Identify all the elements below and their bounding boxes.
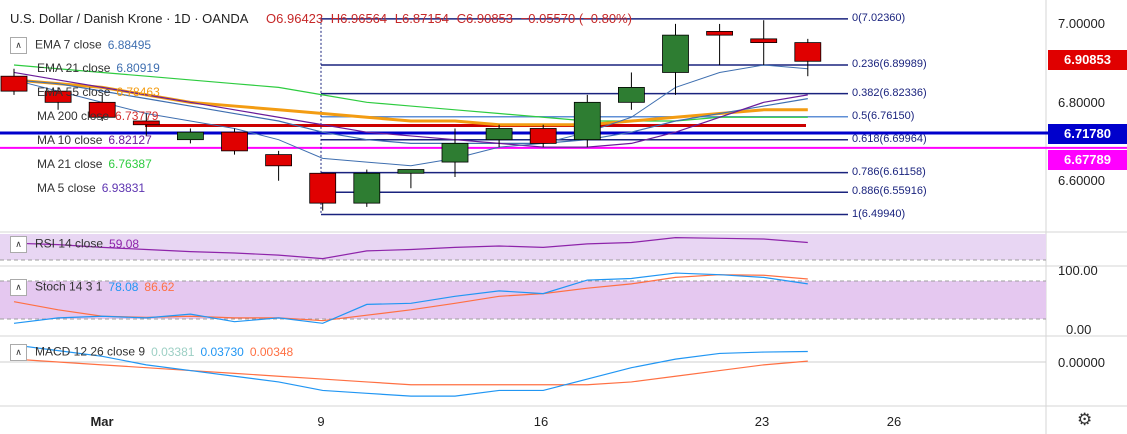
price-tick: 6.80000 bbox=[1058, 95, 1105, 110]
indicator-legend-item[interactable]: EMA 21 close 6.80919 bbox=[10, 61, 160, 75]
ma10-line bbox=[13, 71, 808, 148]
macd-legend: ∧ MACD 12 26 close 9 0.03381 0.03730 0.00348 bbox=[10, 344, 293, 361]
indicator-legend-item[interactable]: EMA 55 close 6.78463 bbox=[10, 85, 160, 99]
candle-body bbox=[662, 34, 689, 73]
stoch-k-value: 78.08 bbox=[108, 279, 139, 294]
macd-signal-line bbox=[13, 358, 808, 386]
fib-level-label: 0.382(6.82336) bbox=[852, 86, 927, 99]
indicator-label: EMA 55 close bbox=[37, 85, 111, 99]
indicator-value: 6.76387 bbox=[108, 157, 152, 171]
macd-signal-value: 0.00348 bbox=[249, 344, 294, 359]
candle-body bbox=[573, 101, 601, 141]
price-tick: 7.00000 bbox=[1058, 16, 1105, 31]
blue-line-price-label: 6.71780 bbox=[1048, 124, 1127, 144]
candle-body bbox=[750, 38, 778, 43]
magenta-line-price-label: 6.67789 bbox=[1048, 150, 1127, 170]
rsi-value: 59.08 bbox=[109, 236, 140, 251]
indicator-legend-item[interactable]: MA 200 close 6.73779 bbox=[10, 109, 158, 123]
indicator-value: 6.82127 bbox=[108, 133, 152, 147]
ema21-line bbox=[13, 79, 808, 144]
fib-level-label: 0(7.02360) bbox=[852, 11, 906, 24]
indicator-value: 6.80919 bbox=[116, 61, 160, 75]
macd-value: 0.03730 bbox=[200, 344, 244, 359]
stoch-tick: 100.00 bbox=[1058, 263, 1098, 278]
macd-line bbox=[13, 344, 808, 397]
candle-body bbox=[618, 87, 645, 103]
stoch-legend: ∧ Stoch 14 3 1 78.08 86.62 bbox=[10, 279, 174, 296]
collapse-chevron-icon[interactable]: ∧ bbox=[10, 37, 27, 54]
candle-body bbox=[794, 42, 822, 62]
stoch-d-value: 86.62 bbox=[144, 279, 175, 294]
date-label: Mar bbox=[90, 414, 114, 429]
change-value: −0.05570 (−0.80%) bbox=[520, 11, 632, 26]
rsi-label: RSI 14 close bbox=[35, 236, 104, 251]
date-label: 9 bbox=[317, 414, 325, 429]
candle-body bbox=[44, 90, 72, 103]
candle-body bbox=[309, 172, 337, 204]
high-value: H6.96564 bbox=[330, 11, 388, 26]
candle-body bbox=[353, 172, 381, 204]
indicator-value: 6.88495 bbox=[107, 37, 152, 52]
candle-body bbox=[485, 128, 513, 141]
indicator-label: MA 5 close bbox=[37, 181, 96, 195]
close-value: C6.90853 bbox=[456, 11, 514, 26]
current-price-label: 6.90853 bbox=[1048, 50, 1127, 70]
indicator-label: MA 200 close bbox=[37, 109, 110, 123]
fib-level-label: 0.236(6.89989) bbox=[852, 58, 927, 71]
collapse-chevron-icon[interactable]: ∧ bbox=[10, 279, 27, 296]
candle-body bbox=[706, 30, 733, 36]
stoch-k-line bbox=[13, 272, 808, 324]
stoch-label: Stoch 14 3 1 bbox=[35, 279, 103, 294]
candle-body bbox=[441, 142, 469, 163]
macd-hist-value: 0.03381 bbox=[151, 344, 195, 359]
rsi-legend: ∧ RSI 14 close 59.08 bbox=[10, 236, 139, 253]
candle-body bbox=[88, 101, 116, 118]
indicator-value: 6.93831 bbox=[101, 181, 146, 195]
indicator-label: MA 10 close bbox=[37, 133, 103, 147]
low-value: L6.87154 bbox=[394, 11, 450, 26]
candle-body bbox=[221, 131, 248, 152]
fib-level-label: 0.618(6.69964) bbox=[852, 132, 927, 145]
macd-tick: 0.00000 bbox=[1058, 355, 1105, 370]
candle-body bbox=[0, 75, 28, 92]
indicator-label: EMA 21 close bbox=[37, 61, 111, 75]
macd-label: MACD 12 26 close 9 bbox=[35, 344, 146, 359]
chart-header: U.S. Dollar / Danish Krone · 1D · OANDA … bbox=[10, 11, 636, 26]
indicator-legend-item[interactable]: MA 21 close 6.76387 bbox=[10, 157, 152, 171]
price-tick: 6.60000 bbox=[1058, 173, 1105, 188]
indicator-value: 6.73779 bbox=[115, 109, 159, 123]
collapse-chevron-icon[interactable]: ∧ bbox=[10, 236, 27, 253]
gear-icon[interactable]: ⚙ bbox=[1077, 410, 1093, 429]
indicator-value: 6.78463 bbox=[116, 85, 160, 99]
indicator-label: MA 21 close bbox=[37, 157, 103, 171]
collapse-chevron-icon[interactable]: ∧ bbox=[10, 344, 27, 361]
candle-body bbox=[397, 169, 425, 174]
candle-body bbox=[132, 120, 160, 126]
fib-level-label: 0.5(6.76150) bbox=[852, 109, 915, 122]
indicator-legend-item[interactable]: MA 5 close 6.93831 bbox=[10, 181, 145, 195]
fib-level-label: 0.886(6.55916) bbox=[852, 185, 927, 198]
indicator-legend-item[interactable]: ∧ EMA 7 close 6.88495 bbox=[10, 37, 151, 54]
indicator-legend-item[interactable]: MA 10 close 6.82127 bbox=[10, 133, 152, 147]
symbol-title: U.S. Dollar / Danish Krone · 1D · OANDA bbox=[10, 11, 249, 26]
candle-body bbox=[176, 131, 204, 141]
fib-level-label: 1(6.49940) bbox=[852, 207, 906, 220]
fib-level-label: 0.786(6.61158) bbox=[852, 165, 926, 178]
open-value: O6.96423 bbox=[266, 11, 324, 26]
date-label: 16 bbox=[533, 414, 549, 429]
date-label: 23 bbox=[754, 414, 770, 429]
date-label: 26 bbox=[886, 414, 902, 429]
rsi-line bbox=[13, 236, 808, 260]
candle-body bbox=[529, 128, 557, 144]
indicator-label: EMA 7 close bbox=[35, 37, 102, 52]
stoch-band bbox=[0, 281, 1046, 319]
stoch-tick: 0.00 bbox=[1066, 322, 1092, 337]
candle-body bbox=[265, 154, 293, 167]
